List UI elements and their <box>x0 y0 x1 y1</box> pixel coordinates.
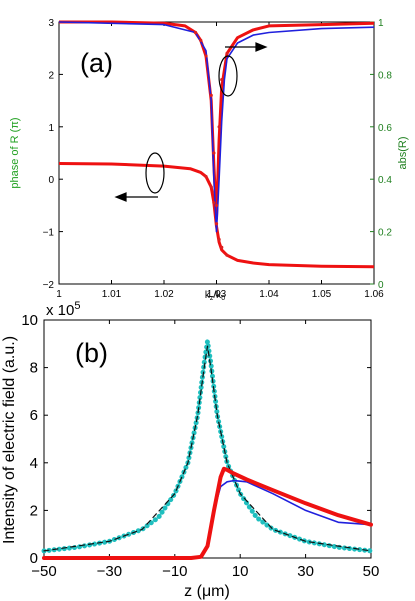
panel-b-xtick-label: −50 <box>31 563 56 580</box>
panel-a-label: (a) <box>80 48 113 78</box>
panel-a-xtick-label: 1.01 <box>102 289 122 300</box>
panel-a-dot-point <box>204 54 208 58</box>
panel-a-dot-point <box>217 125 221 129</box>
panel-b-multiplier: x 105 <box>46 300 80 319</box>
panel-a-dot-point <box>199 38 203 42</box>
panel-a-ytick-right-label: 0 <box>378 280 384 291</box>
panel-b-xticks: −50 −30 −10 10 30 50 <box>31 320 379 580</box>
panel-a-dot-point <box>204 174 208 179</box>
arrow-right-head <box>255 42 268 52</box>
panel-b: (b) x 105 z (μm) Intensity of electric f… <box>1 300 379 600</box>
panel-a-ytick-right-label: 0.8 <box>378 70 392 81</box>
panel-a-ytick-right-label: 0.6 <box>378 123 392 134</box>
panel-a-ytick-right-label: 1 <box>378 18 384 29</box>
panel-a-xtick-label: 1.06 <box>364 289 384 300</box>
panel-b-ytick-label: 6 <box>30 407 38 424</box>
panel-a-dot-point <box>217 237 221 242</box>
panel-b-ytick-label: 4 <box>30 455 38 472</box>
panel-b-xlabel: z (μm) <box>184 583 230 600</box>
panel-b-label: (b) <box>75 338 108 368</box>
panel-a-xticks: 1 1.01 1.02 1.03 1.04 1.05 1.06 <box>56 22 384 300</box>
panel-a-dot-point <box>220 245 224 249</box>
panel-b-xtick-label: 10 <box>232 563 249 580</box>
panel-a-ytick-left-label: 2 <box>48 70 54 81</box>
panel-b-xtick-label: 50 <box>363 563 380 580</box>
panel-a-dot-point <box>214 203 219 207</box>
ellipse-left-indicator <box>145 152 165 194</box>
panel-a-xtick-label: 1.03 <box>207 289 227 300</box>
panel-a-series <box>58 20 375 269</box>
panel-a-ytick-left-label: 0 <box>48 175 54 186</box>
panel-b-series-line-3 <box>42 466 373 560</box>
panel-a-dot-point <box>209 185 213 189</box>
panel-a-ytick-left-label: 1 <box>48 123 54 134</box>
panel-a-dot-point <box>225 51 229 56</box>
panel-a: (a) kz/k0 phase of R (π) abs(R) 1 1.01 1.0… <box>9 18 409 302</box>
panel-a-ytick-left-label: −1 <box>43 228 55 239</box>
arrow-left-head <box>114 192 127 202</box>
panel-a-dot-point <box>220 78 224 82</box>
panel-b-xtick-label: 30 <box>297 563 314 580</box>
panel-b-ytick-label: 8 <box>30 360 38 377</box>
panel-a-xtick-label: 1.04 <box>259 289 279 300</box>
panel-a-xtick-label: 1.02 <box>154 289 174 300</box>
panel-a-annotations <box>114 42 268 202</box>
panel-a-xtick-label: 1.05 <box>312 289 332 300</box>
panel-a-dot-point <box>225 253 229 257</box>
panel-a-dot-point <box>212 201 216 205</box>
panel-b-plot-area <box>43 319 372 559</box>
panel-a-dot-point <box>212 151 216 155</box>
panel-b-ytick-label: 0 <box>30 550 38 567</box>
panel-b-yticks: 0 2 4 6 8 10 <box>21 312 371 567</box>
panel-a-ytick-right-label: 0.2 <box>378 228 392 239</box>
panel-a-dot-point <box>193 30 198 35</box>
panel-a-plot-area <box>58 21 375 285</box>
panel-a-ytick-right-label: 0.4 <box>378 175 392 186</box>
panel-b-ytick-label: 10 <box>21 312 38 329</box>
panel-a-dot-point <box>209 93 213 97</box>
panel-b-series <box>41 338 374 560</box>
ellipse-right-indicator <box>218 55 238 97</box>
panel-a-ytick-left-label: 3 <box>48 18 54 29</box>
panel-a-ytick-left-label: −2 <box>43 280 55 291</box>
panel-b-xtick-label: −10 <box>162 563 187 580</box>
panel-b-xtick-label: −30 <box>97 563 122 580</box>
multiplier-exponent: 5 <box>74 300 80 312</box>
panel-a-ylabel-right: abs(R) <box>397 136 409 169</box>
panel-b-ylabel: Intensity of electric field (a.u.) <box>1 336 18 544</box>
panel-b-ytick-label: 2 <box>30 502 38 519</box>
panel-b-series-line-1 <box>43 345 372 552</box>
multiplier-base: x 10 <box>46 302 74 319</box>
panel-a-dot-point <box>214 222 219 226</box>
panel-a-xtick-label: 1 <box>56 289 62 300</box>
panel-a-ylabel-left: phase of R (π) <box>9 117 21 188</box>
